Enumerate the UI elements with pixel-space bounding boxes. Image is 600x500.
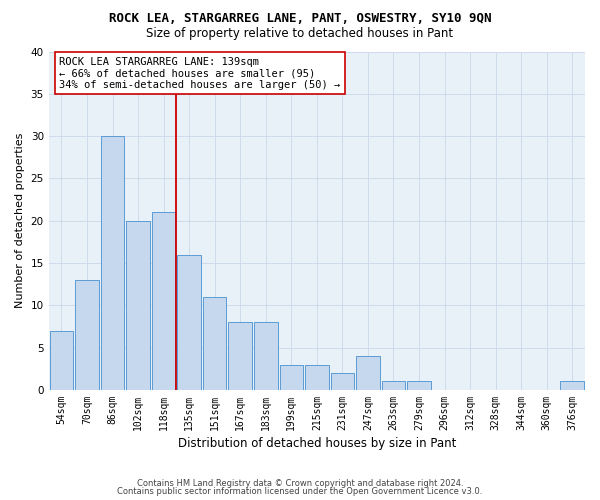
X-axis label: Distribution of detached houses by size in Pant: Distribution of detached houses by size …	[178, 437, 456, 450]
Bar	[101, 136, 124, 390]
Y-axis label: Number of detached properties: Number of detached properties	[15, 133, 25, 308]
Text: Contains public sector information licensed under the Open Government Licence v3: Contains public sector information licen…	[118, 487, 482, 496]
Text: Size of property relative to detached houses in Pant: Size of property relative to detached ho…	[146, 28, 454, 40]
Bar	[254, 322, 278, 390]
Bar	[280, 364, 303, 390]
Bar	[305, 364, 329, 390]
Bar	[382, 382, 405, 390]
Bar	[229, 322, 252, 390]
Bar	[560, 382, 584, 390]
Bar	[178, 254, 201, 390]
Text: ROCK LEA STARGARREG LANE: 139sqm
← 66% of detached houses are smaller (95)
34% o: ROCK LEA STARGARREG LANE: 139sqm ← 66% o…	[59, 56, 341, 90]
Text: Contains HM Land Registry data © Crown copyright and database right 2024.: Contains HM Land Registry data © Crown c…	[137, 478, 463, 488]
Bar	[407, 382, 431, 390]
Bar	[331, 373, 354, 390]
Bar	[75, 280, 99, 390]
Bar	[152, 212, 175, 390]
Text: ROCK LEA, STARGARREG LANE, PANT, OSWESTRY, SY10 9QN: ROCK LEA, STARGARREG LANE, PANT, OSWESTR…	[109, 12, 491, 26]
Bar	[356, 356, 380, 390]
Bar	[127, 220, 150, 390]
Bar	[203, 297, 226, 390]
Bar	[50, 330, 73, 390]
